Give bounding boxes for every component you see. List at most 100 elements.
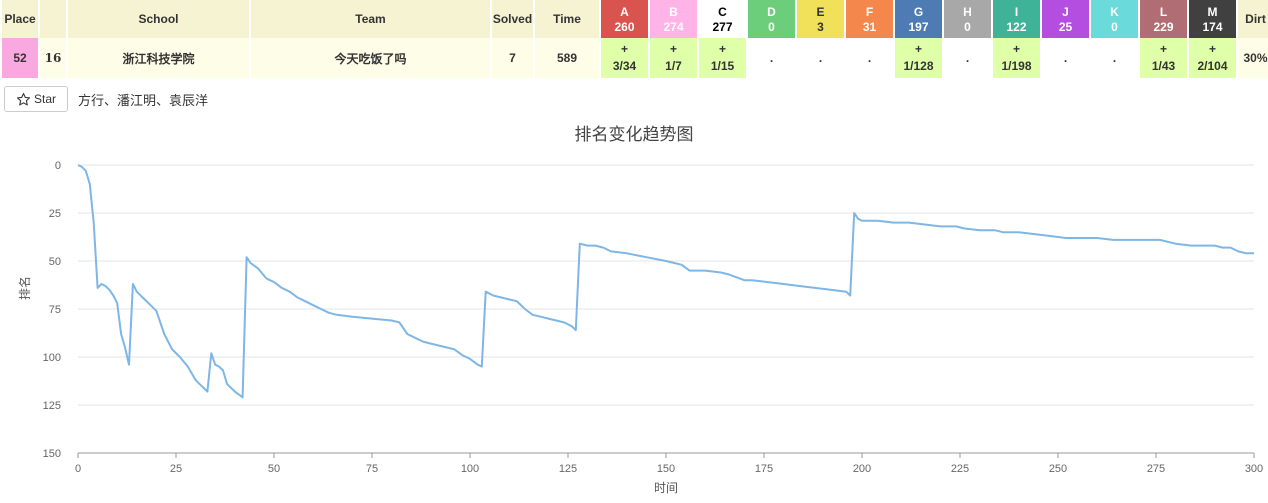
problem-letter: F	[865, 4, 874, 19]
problem-header-a[interactable]: A 260	[601, 0, 648, 38]
rank-line	[77, 164, 1254, 399]
y-axis: 0 25 50 75 100 125 150	[43, 160, 61, 460]
problem-letter: M	[1207, 4, 1218, 19]
problem-letter: C	[718, 4, 727, 19]
problem-header-m[interactable]: M 174	[1189, 0, 1236, 38]
x-tick-label: 250	[1049, 463, 1067, 475]
y-tick-label: 100	[43, 352, 61, 364]
problem-solved-count: 31	[862, 19, 877, 34]
problem-letter: K	[1110, 4, 1119, 19]
y-tick-label: 0	[55, 160, 61, 172]
team-school: 浙江科技学院	[68, 38, 249, 78]
result-detail: 1/43	[1151, 59, 1176, 73]
team-dirt: 30%	[1238, 38, 1268, 78]
result-detail: 2/104	[1197, 59, 1228, 73]
result-mark: +	[718, 42, 726, 56]
x-tick-label: 50	[268, 463, 280, 475]
header-school: School	[68, 0, 249, 38]
header-time: Time	[535, 0, 599, 38]
result-cell-e: .	[797, 38, 844, 78]
problem-letter: D	[767, 4, 776, 19]
x-axis-title: 时间	[654, 481, 678, 495]
problem-letter: E	[816, 4, 825, 19]
problem-header-g[interactable]: G 197	[895, 0, 942, 38]
result-cell-g: +1/128	[895, 38, 942, 78]
result-mark: +	[669, 42, 677, 56]
team-place: 52	[2, 38, 38, 78]
rank-trend-chart: 0 25 50 75 100 125 150 175 200 225 250 275 300 0 25 50…	[43, 160, 1264, 495]
problem-solved-count: 260	[614, 19, 635, 34]
problem-solved-count: 122	[1006, 19, 1027, 34]
y-tick-label: 25	[49, 208, 61, 220]
problem-letter: H	[963, 4, 972, 19]
result-cell-j: .	[1042, 38, 1089, 78]
result-cell-l: +1/43	[1140, 38, 1187, 78]
result-detail: 1/128	[903, 59, 934, 73]
result-detail: 1/198	[1001, 59, 1032, 73]
x-tick-label: 75	[366, 463, 378, 475]
x-tick-label: 300	[1245, 463, 1263, 475]
result-detail: 1/15	[710, 59, 735, 73]
y-tick-label: 75	[49, 304, 61, 316]
team-time: 589	[535, 38, 599, 78]
result-cell-i: +1/198	[993, 38, 1040, 78]
problem-header-l[interactable]: L 229	[1140, 0, 1187, 38]
team-members: 方行、潘江明、袁辰洋	[78, 93, 209, 108]
problem-solved-count: 229	[1153, 19, 1174, 34]
problem-solved-count: 3	[817, 19, 824, 34]
team-rank: 16	[40, 38, 66, 78]
team-row: 52 16 浙江科技学院 今天吃饭了吗 7 589 +3/34 +1/7 +1/15…	[2, 38, 1268, 78]
x-tick-label: 150	[657, 463, 675, 475]
problem-solved-count: 0	[768, 19, 775, 34]
result-cell-m: +2/104	[1189, 38, 1236, 78]
result-mark: +	[1208, 42, 1216, 56]
problem-solved-count: 174	[1202, 19, 1223, 34]
problem-letter: A	[620, 4, 629, 19]
result-cell-b: +1/7	[650, 38, 697, 78]
header-rank	[40, 0, 66, 38]
header-row: Place School Team Solved Time A 260 B 274 C 2…	[2, 0, 1268, 38]
problem-solved-count: 274	[663, 19, 684, 34]
header-place: Place	[2, 0, 38, 38]
result-cell-d: .	[748, 38, 795, 78]
x-tick-label: 0	[75, 463, 81, 475]
y-tick-label: 150	[43, 448, 61, 460]
x-tick-label: 100	[461, 463, 479, 475]
y-tick-label: 50	[49, 256, 61, 268]
header-solved: Solved	[492, 0, 533, 38]
star-button[interactable]: Star	[4, 86, 68, 112]
problem-header-f[interactable]: F 31	[846, 0, 893, 38]
problem-solved-count: 197	[908, 19, 929, 34]
y-tick-label: 125	[43, 400, 61, 412]
header-team: Team	[251, 0, 490, 38]
problem-solved-count: 277	[712, 19, 733, 34]
result-detail: 1/7	[665, 59, 682, 73]
problem-solved-count: 25	[1058, 19, 1073, 34]
result-cell-a: +3/34	[601, 38, 648, 78]
result-cell-h: .	[944, 38, 991, 78]
problem-header-c[interactable]: C 277	[699, 0, 746, 38]
result-cell-f: .	[846, 38, 893, 78]
result-mark: +	[620, 42, 628, 56]
result-mark: +	[1012, 42, 1020, 56]
team-name: 今天吃饭了吗	[251, 38, 490, 78]
problem-header-b[interactable]: B 274	[650, 0, 697, 38]
problem-header-i[interactable]: I 122	[993, 0, 1040, 38]
star-button-label: Star	[33, 92, 56, 106]
result-mark: +	[1159, 42, 1167, 56]
problem-header-j[interactable]: J 25	[1042, 0, 1089, 38]
x-tick-label: 225	[951, 463, 969, 475]
team-solved: 7	[492, 38, 533, 78]
x-axis: 0 25 50 75 100 125 150 175 200 225 250 275 300	[75, 453, 1263, 475]
x-tick-label: 200	[853, 463, 871, 475]
problem-letter: G	[913, 4, 924, 19]
result-cell-c: +1/15	[699, 38, 746, 78]
problem-letter: J	[1062, 4, 1069, 19]
problem-solved-count: 0	[964, 19, 971, 34]
x-tick-label: 175	[755, 463, 773, 475]
problem-solved-count: 0	[1111, 19, 1118, 34]
